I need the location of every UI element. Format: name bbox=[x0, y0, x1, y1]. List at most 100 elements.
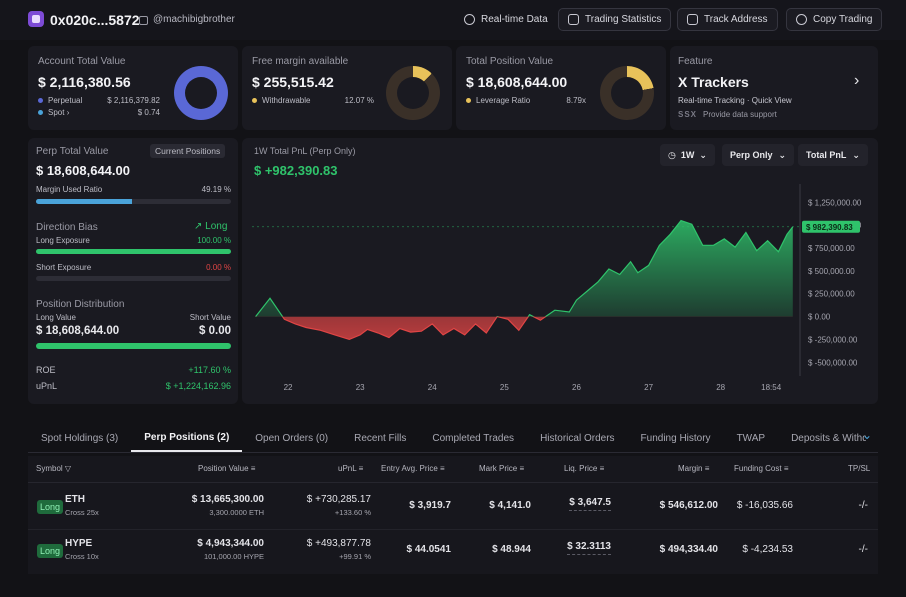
chevron-down-icon[interactable]: ⌄ bbox=[862, 428, 873, 442]
pnl-chart[interactable]: $ 1,250,000.00$ 1,000,000.00$ 750,000.00… bbox=[242, 138, 878, 404]
feature-subtitle: Real-time Tracking · Quick View bbox=[678, 96, 792, 105]
y-tick-label: $ 750,000.00 bbox=[808, 244, 855, 253]
long-exposure-value: 100.00 % bbox=[197, 236, 231, 245]
copy-trading-label: Copy Trading bbox=[813, 14, 873, 25]
symbol[interactable]: ETH bbox=[65, 494, 85, 505]
header-symbol-label: Symbol bbox=[36, 464, 63, 473]
mark-price: $ 48.944 bbox=[492, 544, 531, 555]
short-value: $ 0.00 bbox=[199, 325, 231, 337]
tab-completed-trades[interactable]: Completed Trades bbox=[432, 432, 515, 444]
current-positions-button[interactable]: Current Positions bbox=[150, 144, 226, 158]
feature-name: X Trackers bbox=[678, 74, 749, 90]
tab-spot-holdings[interactable]: Spot Holdings (3) bbox=[41, 432, 119, 444]
header-margin[interactable]: Margin ≡ bbox=[678, 464, 709, 473]
x-tick-label: 24 bbox=[428, 383, 437, 392]
liq-price[interactable]: $ 3,647.5 bbox=[569, 497, 611, 511]
leverage-label: Leverage Ratio bbox=[476, 96, 531, 105]
upnl: $ +493,877.78 bbox=[306, 538, 371, 549]
tab-twap[interactable]: TWAP bbox=[736, 432, 766, 444]
mode-select-label: Perp Only bbox=[730, 150, 773, 160]
metric-select[interactable]: Total PnL ⌄ bbox=[798, 144, 868, 166]
mark-price: $ 4,141.0 bbox=[489, 500, 531, 511]
position-size: 3,300.0000 ETH bbox=[209, 508, 264, 517]
table-row[interactable]: Long ETH Cross 25x $ 13,665,300.00 3,300… bbox=[28, 484, 878, 528]
perp-label: Perpetual bbox=[48, 96, 83, 105]
header-liq-price[interactable]: Liq. Price ≡ bbox=[564, 464, 604, 473]
y-tick-label: $ -250,000.00 bbox=[808, 335, 858, 344]
perp-total-value: $ 18,608,644.00 bbox=[36, 163, 130, 178]
pnl-chart-title: 1W Total PnL (Perp Only) bbox=[254, 146, 356, 156]
withdrawable-dot-icon bbox=[252, 98, 257, 104]
header-symbol[interactable]: Symbol ▽ bbox=[36, 464, 71, 473]
y-tick-label: $ -500,000.00 bbox=[808, 358, 858, 367]
short-value-label: Short Value bbox=[189, 313, 231, 322]
tab-historical-orders[interactable]: Historical Orders bbox=[540, 432, 615, 444]
mode-select[interactable]: Perp Only ⌄ bbox=[722, 144, 795, 166]
trading-statistics-label: Trading Statistics bbox=[585, 14, 662, 25]
clock-icon: ◷ bbox=[668, 149, 676, 160]
header-position-value[interactable]: Position Value ≡ bbox=[198, 464, 255, 473]
x-tick-label: 28 bbox=[716, 383, 725, 392]
leverage-value: 8.79x bbox=[566, 96, 586, 105]
pnl-line-positive bbox=[255, 219, 794, 317]
short-exposure-label: Short Exposure bbox=[36, 263, 92, 272]
free-margin-card: Free margin available $ 255,515.42 Withd… bbox=[242, 46, 452, 130]
pnl-line-negative bbox=[255, 316, 547, 341]
entry-price: $ 3,919.7 bbox=[409, 500, 451, 511]
header-margin-label: Margin bbox=[678, 464, 703, 473]
feature-card[interactable]: Feature X Trackers Real-time Tracking · … bbox=[670, 46, 878, 130]
position-distribution-title: Position Distribution bbox=[36, 299, 125, 310]
track-address-button[interactable]: Track Address bbox=[677, 8, 778, 31]
tab-open-orders[interactable]: Open Orders (0) bbox=[255, 432, 329, 444]
free-margin-title: Free margin available bbox=[252, 56, 349, 67]
sort-icon: ≡ bbox=[599, 464, 605, 473]
pnl-area-negative bbox=[255, 316, 546, 340]
short-exposure-value: 0.00 % bbox=[206, 263, 231, 272]
realtime-data-button[interactable]: Real-time Data bbox=[455, 8, 557, 31]
sort-icon: ≡ bbox=[704, 464, 710, 473]
side-badge: Long bbox=[37, 544, 63, 558]
header-upnl[interactable]: uPnL ≡ bbox=[338, 464, 363, 473]
header-mark-price-label: Mark Price bbox=[479, 464, 518, 473]
funding-cost: $ -16,035.66 bbox=[736, 500, 793, 511]
tab-funding-history[interactable]: Funding History bbox=[640, 432, 711, 444]
direction-bias-title: Direction Bias bbox=[36, 222, 98, 233]
tpsl[interactable]: -/- bbox=[858, 500, 868, 511]
leverage-dot-icon bbox=[466, 98, 471, 104]
symbol[interactable]: HYPE bbox=[65, 538, 93, 549]
copy-trading-button[interactable]: Copy Trading bbox=[786, 8, 883, 31]
position-value: $ 4,943,344.00 bbox=[197, 538, 264, 549]
header-mark-price[interactable]: Mark Price ≡ bbox=[479, 464, 524, 473]
range-select[interactable]: ◷ 1W ⌄ bbox=[660, 144, 715, 166]
tab-deposits-withdrawals[interactable]: Deposits & Withdraw bbox=[791, 432, 867, 444]
tab-recent-fills[interactable]: Recent Fills bbox=[354, 432, 407, 444]
header-funding-cost[interactable]: Funding Cost ≡ bbox=[734, 464, 789, 473]
filter-icon[interactable]: ▽ bbox=[64, 464, 72, 473]
username[interactable]: @machibigbrother bbox=[153, 14, 235, 25]
x-tick-label: 18:54 bbox=[761, 383, 782, 392]
roe-row: ROE +117.60 % bbox=[36, 365, 231, 375]
range-select-label: 1W bbox=[680, 150, 695, 160]
wallet-address: 0x020c...5872 bbox=[50, 12, 140, 28]
y-tick-label: $ 250,000.00 bbox=[808, 290, 855, 299]
header-entry-price[interactable]: Entry Avg. Price ≡ bbox=[381, 464, 445, 473]
table-row[interactable]: Long HYPE Cross 10x $ 4,943,344.00 101,0… bbox=[28, 530, 878, 574]
distribution-values: $ 18,608,644.00 $ 0.00 bbox=[36, 325, 231, 337]
realtime-data-label: Real-time Data bbox=[481, 14, 548, 25]
tab-perp-positions[interactable]: Perp Positions (2) bbox=[131, 424, 243, 452]
upnl-pct: +99.91 % bbox=[339, 552, 371, 561]
header-tpsl: TP/SL bbox=[848, 464, 871, 473]
positions-tab-bar: Spot Holdings (3) Perp Positions (2) Ope… bbox=[28, 424, 878, 452]
liq-price[interactable]: $ 32.3113 bbox=[567, 541, 611, 555]
tpsl[interactable]: -/- bbox=[858, 544, 868, 555]
chevron-right-icon[interactable]: › bbox=[854, 72, 860, 89]
long-value: $ 18,608,644.00 bbox=[36, 325, 120, 337]
spot-row[interactable]: Spot › $ 0.74 bbox=[38, 108, 160, 117]
copy-icon[interactable] bbox=[139, 16, 148, 25]
header-funding-cost-label: Funding Cost bbox=[734, 464, 782, 473]
margin-mode: Cross 10x bbox=[65, 552, 99, 561]
tab-divider bbox=[28, 452, 878, 453]
chevron-down-icon: ⌄ bbox=[699, 149, 707, 160]
trading-statistics-button[interactable]: Trading Statistics bbox=[558, 8, 672, 31]
long-exposure-bar bbox=[36, 249, 231, 254]
